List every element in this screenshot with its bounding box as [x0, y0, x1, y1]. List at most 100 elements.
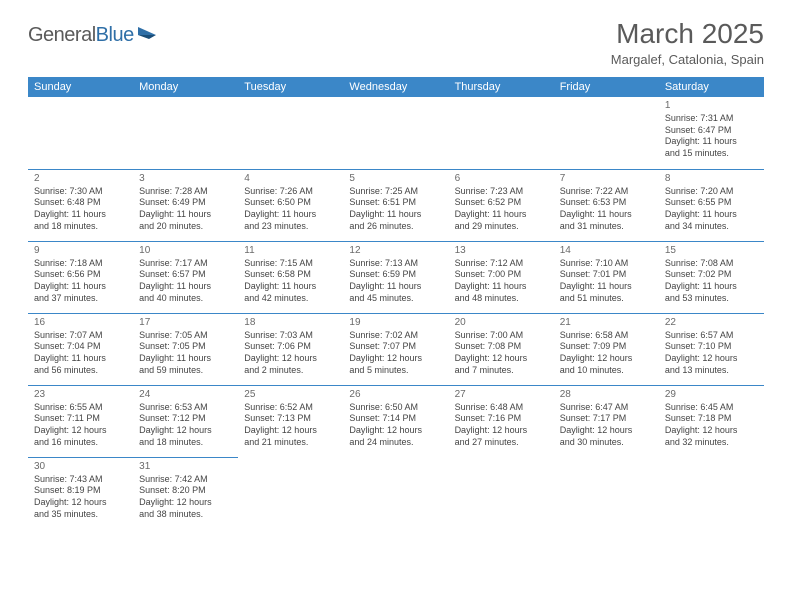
weekday-header: Sunday: [28, 77, 133, 97]
calendar-page: GeneralBlue March 2025 Margalef, Catalon…: [0, 0, 792, 547]
cell-sunrise: Sunrise: 7:20 AM: [665, 186, 758, 198]
calendar-cell: 13Sunrise: 7:12 AMSunset: 7:00 PMDayligh…: [449, 241, 554, 313]
cell-dl1: Daylight: 11 hours: [139, 353, 232, 365]
cell-sunset: Sunset: 7:05 PM: [139, 341, 232, 353]
flag-icon: [136, 25, 158, 44]
title-location: Margalef, Catalonia, Spain: [611, 52, 764, 67]
cell-sunset: Sunset: 6:47 PM: [665, 125, 758, 137]
day-number: 6: [455, 172, 548, 185]
cell-sunrise: Sunrise: 7:05 AM: [139, 330, 232, 342]
cell-dl1: Daylight: 12 hours: [244, 353, 337, 365]
cell-dl1: Daylight: 12 hours: [560, 425, 653, 437]
cell-sunrise: Sunrise: 6:50 AM: [349, 402, 442, 414]
day-number: 25: [244, 388, 337, 401]
day-number: 21: [560, 316, 653, 329]
day-number: 1: [665, 99, 758, 112]
cell-sunrise: Sunrise: 7:13 AM: [349, 258, 442, 270]
cell-dl1: Daylight: 11 hours: [665, 136, 758, 148]
cell-sunrise: Sunrise: 6:52 AM: [244, 402, 337, 414]
cell-sunrise: Sunrise: 6:53 AM: [139, 402, 232, 414]
cell-dl2: and 5 minutes.: [349, 365, 442, 377]
cell-dl1: Daylight: 11 hours: [560, 281, 653, 293]
weekday-header: Tuesday: [238, 77, 343, 97]
calendar-cell-empty: [238, 97, 343, 169]
cell-sunset: Sunset: 7:12 PM: [139, 413, 232, 425]
cell-dl2: and 18 minutes.: [139, 437, 232, 449]
day-number: 2: [34, 172, 127, 185]
calendar-cell: 31Sunrise: 7:42 AMSunset: 8:20 PMDayligh…: [133, 457, 238, 529]
calendar-row: 23Sunrise: 6:55 AMSunset: 7:11 PMDayligh…: [28, 385, 764, 457]
cell-sunset: Sunset: 7:16 PM: [455, 413, 548, 425]
cell-dl1: Daylight: 11 hours: [349, 281, 442, 293]
day-number: 9: [34, 244, 127, 257]
calendar-cell: 27Sunrise: 6:48 AMSunset: 7:16 PMDayligh…: [449, 385, 554, 457]
cell-sunrise: Sunrise: 7:10 AM: [560, 258, 653, 270]
calendar-cell: 26Sunrise: 6:50 AMSunset: 7:14 PMDayligh…: [343, 385, 448, 457]
calendar-cell-empty: [133, 97, 238, 169]
calendar-cell: 14Sunrise: 7:10 AMSunset: 7:01 PMDayligh…: [554, 241, 659, 313]
cell-dl1: Daylight: 12 hours: [349, 353, 442, 365]
cell-sunrise: Sunrise: 6:55 AM: [34, 402, 127, 414]
logo-text-gray: General: [28, 24, 96, 46]
day-number: 23: [34, 388, 127, 401]
cell-dl1: Daylight: 12 hours: [455, 425, 548, 437]
day-number: 26: [349, 388, 442, 401]
calendar-cell-empty: [449, 457, 554, 529]
day-number: 20: [455, 316, 548, 329]
calendar-cell: 9Sunrise: 7:18 AMSunset: 6:56 PMDaylight…: [28, 241, 133, 313]
calendar-cell: 25Sunrise: 6:52 AMSunset: 7:13 PMDayligh…: [238, 385, 343, 457]
cell-dl2: and 27 minutes.: [455, 437, 548, 449]
cell-sunrise: Sunrise: 7:25 AM: [349, 186, 442, 198]
weekday-header: Friday: [554, 77, 659, 97]
cell-sunset: Sunset: 7:11 PM: [34, 413, 127, 425]
day-number: 29: [665, 388, 758, 401]
cell-sunrise: Sunrise: 7:07 AM: [34, 330, 127, 342]
cell-dl1: Daylight: 12 hours: [244, 425, 337, 437]
cell-sunrise: Sunrise: 7:18 AM: [34, 258, 127, 270]
cell-sunrise: Sunrise: 7:26 AM: [244, 186, 337, 198]
cell-dl2: and 32 minutes.: [665, 437, 758, 449]
cell-dl1: Daylight: 12 hours: [139, 425, 232, 437]
day-number: 18: [244, 316, 337, 329]
calendar-cell: 17Sunrise: 7:05 AMSunset: 7:05 PMDayligh…: [133, 313, 238, 385]
calendar-cell: 8Sunrise: 7:20 AMSunset: 6:55 PMDaylight…: [659, 169, 764, 241]
cell-sunrise: Sunrise: 7:08 AM: [665, 258, 758, 270]
cell-sunset: Sunset: 7:08 PM: [455, 341, 548, 353]
calendar-cell: 3Sunrise: 7:28 AMSunset: 6:49 PMDaylight…: [133, 169, 238, 241]
calendar-row: 16Sunrise: 7:07 AMSunset: 7:04 PMDayligh…: [28, 313, 764, 385]
cell-dl1: Daylight: 12 hours: [34, 497, 127, 509]
day-number: 12: [349, 244, 442, 257]
cell-dl2: and 48 minutes.: [455, 293, 548, 305]
cell-sunset: Sunset: 8:19 PM: [34, 485, 127, 497]
day-number: 7: [560, 172, 653, 185]
cell-dl2: and 34 minutes.: [665, 221, 758, 233]
cell-sunrise: Sunrise: 7:03 AM: [244, 330, 337, 342]
cell-dl2: and 15 minutes.: [665, 148, 758, 160]
cell-sunset: Sunset: 6:48 PM: [34, 197, 127, 209]
calendar-cell-empty: [343, 97, 448, 169]
cell-dl1: Daylight: 12 hours: [34, 425, 127, 437]
cell-sunrise: Sunrise: 6:47 AM: [560, 402, 653, 414]
calendar-cell: 16Sunrise: 7:07 AMSunset: 7:04 PMDayligh…: [28, 313, 133, 385]
cell-sunset: Sunset: 7:17 PM: [560, 413, 653, 425]
header: GeneralBlue March 2025 Margalef, Catalon…: [28, 18, 764, 67]
calendar-row: 9Sunrise: 7:18 AMSunset: 6:56 PMDaylight…: [28, 241, 764, 313]
cell-sunrise: Sunrise: 7:28 AM: [139, 186, 232, 198]
cell-sunset: Sunset: 6:55 PM: [665, 197, 758, 209]
cell-dl1: Daylight: 12 hours: [349, 425, 442, 437]
cell-dl2: and 2 minutes.: [244, 365, 337, 377]
weekday-header: Saturday: [659, 77, 764, 97]
title-block: March 2025 Margalef, Catalonia, Spain: [611, 18, 764, 67]
cell-dl1: Daylight: 11 hours: [560, 209, 653, 221]
cell-sunset: Sunset: 7:14 PM: [349, 413, 442, 425]
cell-dl1: Daylight: 11 hours: [34, 281, 127, 293]
cell-sunset: Sunset: 7:10 PM: [665, 341, 758, 353]
cell-dl2: and 10 minutes.: [560, 365, 653, 377]
calendar-cell: 23Sunrise: 6:55 AMSunset: 7:11 PMDayligh…: [28, 385, 133, 457]
day-number: 5: [349, 172, 442, 185]
cell-sunset: Sunset: 6:56 PM: [34, 269, 127, 281]
cell-dl2: and 56 minutes.: [34, 365, 127, 377]
cell-dl1: Daylight: 11 hours: [139, 209, 232, 221]
cell-sunset: Sunset: 6:53 PM: [560, 197, 653, 209]
cell-dl2: and 51 minutes.: [560, 293, 653, 305]
